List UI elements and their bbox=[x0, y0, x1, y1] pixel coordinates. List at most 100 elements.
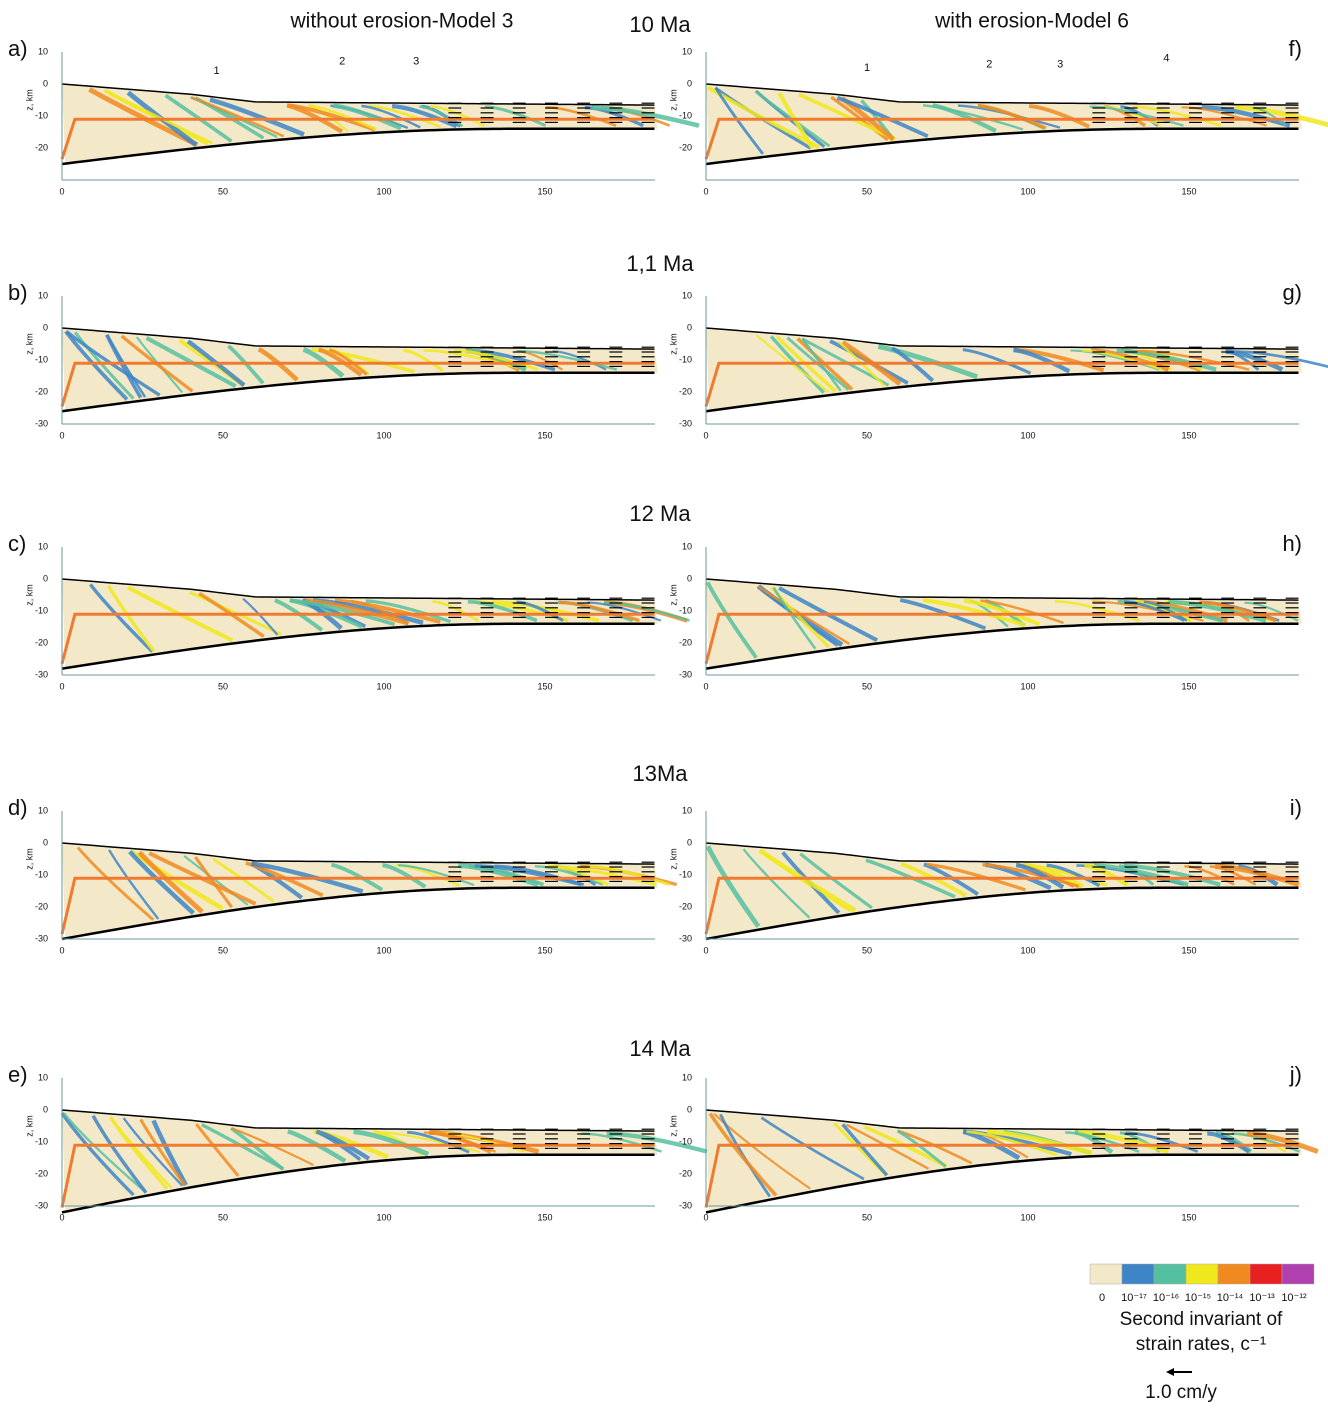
y-tick-label: -30 bbox=[679, 1200, 692, 1210]
strain-band bbox=[841, 340, 902, 386]
strain-band bbox=[1013, 347, 1071, 374]
y-tick-label: -20 bbox=[35, 142, 48, 152]
legend-label: 10⁻¹³ bbox=[1249, 1292, 1275, 1304]
x-tick-label: 50 bbox=[862, 430, 872, 440]
decollement bbox=[704, 361, 1299, 407]
strain-band bbox=[104, 89, 213, 145]
y-tick-label: 10 bbox=[682, 46, 692, 56]
legend-swatch bbox=[1281, 1263, 1315, 1285]
strain-band bbox=[714, 87, 764, 155]
strain-band bbox=[330, 862, 384, 892]
strain-band bbox=[1123, 600, 1186, 622]
y-tick-label: -30 bbox=[35, 933, 48, 943]
strain-band bbox=[1089, 105, 1184, 127]
decollement bbox=[60, 361, 655, 407]
strain-band bbox=[403, 348, 444, 373]
strain-band bbox=[126, 585, 234, 643]
strain-band bbox=[186, 339, 246, 387]
decollement bbox=[60, 612, 655, 665]
x-tick-label: 100 bbox=[1020, 1212, 1035, 1222]
y-tick-label: 0 bbox=[687, 322, 692, 332]
scale-label: 1.0 cm/y bbox=[1145, 1382, 1217, 1403]
strain-band bbox=[467, 599, 538, 623]
x-tick-label: 100 bbox=[1020, 430, 1035, 440]
basement bbox=[61, 622, 655, 670]
y-tick-label: -20 bbox=[35, 386, 48, 396]
strain-band bbox=[1199, 600, 1277, 623]
strain-band bbox=[368, 104, 441, 128]
strain-band bbox=[900, 862, 967, 898]
y-tick-label: -30 bbox=[679, 933, 692, 943]
x-tick-label: 50 bbox=[218, 945, 228, 955]
strain-band bbox=[227, 344, 265, 385]
basement bbox=[705, 371, 1299, 413]
decollement bbox=[704, 1143, 1299, 1208]
strain-band bbox=[382, 863, 427, 889]
surface bbox=[705, 83, 1299, 106]
x-tick-label: 50 bbox=[862, 186, 872, 196]
strain-band bbox=[837, 341, 886, 387]
strain-band bbox=[164, 93, 233, 143]
decollement bbox=[704, 612, 1299, 665]
y-tick-label: -20 bbox=[679, 901, 692, 911]
surface bbox=[705, 1109, 1299, 1132]
x-tick-label: 100 bbox=[1020, 945, 1035, 955]
peak-label: 3 bbox=[1057, 59, 1063, 71]
strain-band bbox=[977, 103, 1047, 130]
y-tick-label: 10 bbox=[38, 290, 48, 300]
strain-band bbox=[1201, 105, 1291, 128]
legend-label: 10⁻¹⁶ bbox=[1153, 1292, 1179, 1304]
y-tick-label: 0 bbox=[687, 1104, 692, 1114]
strain-band bbox=[145, 336, 237, 388]
peak-label: 1 bbox=[213, 65, 219, 77]
panel-label: h) bbox=[1282, 531, 1302, 556]
strain-band bbox=[361, 104, 421, 129]
y-tick-label: 0 bbox=[687, 573, 692, 583]
surface bbox=[705, 327, 1299, 350]
strain-band bbox=[333, 103, 402, 131]
strain-band bbox=[769, 335, 826, 394]
y-tick-label: -20 bbox=[679, 1168, 692, 1178]
panel-label: c) bbox=[8, 531, 26, 556]
legend-label: 10⁻¹⁵ bbox=[1185, 1292, 1211, 1304]
strain-band bbox=[242, 597, 279, 636]
legend-title: strain rates, c⁻¹ bbox=[1136, 1334, 1266, 1355]
time-label: 1,1 Ma bbox=[626, 251, 694, 276]
y-tick-label: 0 bbox=[43, 1104, 48, 1114]
x-tick-label: 150 bbox=[537, 945, 552, 955]
basement bbox=[705, 127, 1299, 166]
strain-band bbox=[1125, 1131, 1199, 1153]
legend-swatch bbox=[1089, 1263, 1123, 1285]
x-tick-label: 0 bbox=[59, 1212, 64, 1222]
y-tick-label: -30 bbox=[35, 669, 48, 679]
strain-band bbox=[1081, 349, 1163, 371]
axis-label: z, km bbox=[24, 89, 34, 111]
strain-band bbox=[231, 1127, 314, 1166]
x-tick-label: 0 bbox=[703, 1212, 708, 1222]
surface bbox=[61, 83, 655, 106]
basement bbox=[61, 371, 655, 413]
strain-band bbox=[209, 97, 305, 137]
legend-title: Second invariant of bbox=[1120, 1309, 1283, 1330]
x-tick-label: 0 bbox=[59, 945, 64, 955]
basement bbox=[61, 886, 655, 941]
y-tick-label: -10 bbox=[35, 869, 48, 879]
strain-band bbox=[432, 600, 479, 623]
strain-band bbox=[830, 95, 889, 142]
panel-label: d) bbox=[8, 795, 28, 820]
legend-swatch bbox=[1121, 1263, 1155, 1285]
x-tick-label: 100 bbox=[1020, 681, 1035, 691]
strain-band bbox=[60, 1112, 135, 1197]
strain-band bbox=[516, 349, 618, 371]
peak-label: 1 bbox=[864, 62, 870, 74]
legend-swatch bbox=[1185, 1263, 1219, 1285]
decollement bbox=[60, 117, 655, 160]
y-tick-label: 0 bbox=[43, 837, 48, 847]
basement bbox=[705, 1153, 1299, 1214]
strain-band bbox=[287, 1129, 347, 1164]
y-tick-label: -10 bbox=[35, 605, 48, 615]
strain-band bbox=[891, 346, 935, 383]
basement bbox=[61, 1153, 655, 1214]
surface bbox=[705, 842, 1299, 865]
x-tick-label: 100 bbox=[376, 186, 391, 196]
